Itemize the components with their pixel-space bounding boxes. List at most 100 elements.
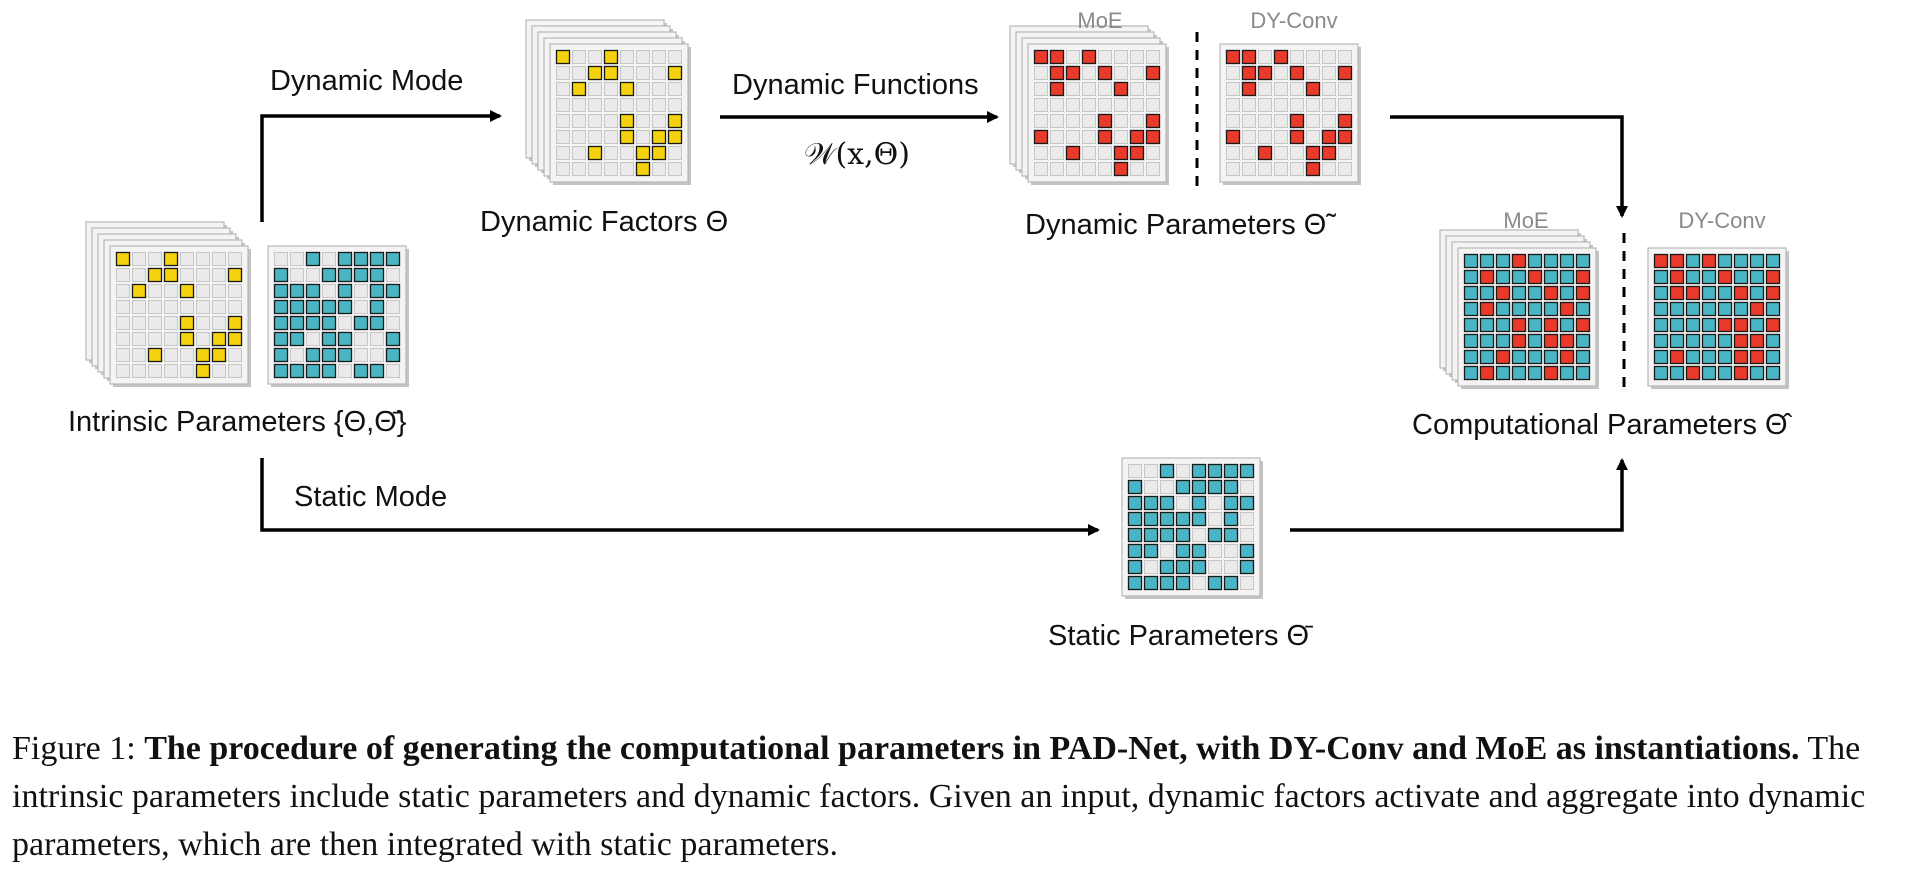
grid-cell bbox=[273, 315, 289, 331]
grid-cell bbox=[652, 82, 666, 96]
grid-cell bbox=[1208, 544, 1222, 558]
grid-cell bbox=[1559, 285, 1575, 301]
grid-cell bbox=[306, 268, 320, 282]
grid-cell bbox=[1082, 146, 1096, 160]
grid-cell bbox=[1159, 511, 1175, 527]
grid-cell bbox=[1226, 82, 1240, 96]
grid-cell bbox=[1669, 333, 1685, 349]
grid-cell bbox=[179, 283, 195, 299]
grid-cell bbox=[369, 283, 385, 299]
grid-cell bbox=[1223, 527, 1239, 543]
grid-cell bbox=[1749, 285, 1765, 301]
grid-cell bbox=[212, 268, 226, 282]
grid-cell bbox=[337, 331, 353, 347]
grid-cell bbox=[1322, 114, 1336, 128]
grid-cell bbox=[1127, 495, 1143, 511]
grid-cell bbox=[1306, 98, 1320, 112]
grid-cell bbox=[1034, 146, 1048, 160]
grid-cell bbox=[588, 82, 602, 96]
grid-cell bbox=[1669, 365, 1685, 381]
grid-cell bbox=[1175, 511, 1191, 527]
grid-cell bbox=[572, 146, 586, 160]
grid-cell bbox=[1701, 269, 1717, 285]
grid-cell bbox=[1717, 317, 1733, 333]
grid-cell bbox=[1145, 129, 1161, 145]
grid-cell bbox=[1495, 285, 1511, 301]
grid-cell bbox=[603, 65, 619, 81]
grid-cell bbox=[620, 66, 634, 80]
grid-cell bbox=[1098, 146, 1112, 160]
grid-cell bbox=[1207, 479, 1223, 495]
grid-cell bbox=[354, 332, 368, 346]
grid-cell bbox=[1701, 333, 1717, 349]
grid-cell bbox=[572, 50, 586, 64]
grid-cell bbox=[228, 252, 242, 266]
grid-cell bbox=[1066, 50, 1080, 64]
grid-cell bbox=[1733, 333, 1749, 349]
grid-cell bbox=[1765, 269, 1781, 285]
grid-cell bbox=[1146, 98, 1160, 112]
grid-cell bbox=[1207, 527, 1223, 543]
grid-cell bbox=[1130, 162, 1144, 176]
grid-cell bbox=[1239, 463, 1255, 479]
label-intrinsic-parameters: Intrinsic Parameters {Θ,Θ̄} bbox=[68, 406, 407, 438]
grid-cell bbox=[1733, 285, 1749, 301]
grid-cell bbox=[322, 284, 336, 298]
grid-cell bbox=[1114, 114, 1128, 128]
grid-cell bbox=[1653, 365, 1669, 381]
grid-cell bbox=[1050, 98, 1064, 112]
grid-cell bbox=[1098, 162, 1112, 176]
grid-cell bbox=[385, 331, 401, 347]
grid-cell bbox=[1559, 269, 1575, 285]
grid-cell bbox=[116, 332, 130, 346]
grid-cell bbox=[1463, 285, 1479, 301]
grid-cell bbox=[1146, 50, 1160, 64]
grid-cell bbox=[668, 50, 682, 64]
grid-cell bbox=[337, 299, 353, 315]
grid-cell bbox=[163, 267, 179, 283]
grid-cell bbox=[211, 347, 227, 363]
grid-cell bbox=[1145, 65, 1161, 81]
grid-cell bbox=[1669, 301, 1685, 317]
grid-static-params-front-frame bbox=[1121, 457, 1261, 597]
grid-cell bbox=[1128, 464, 1142, 478]
grid-cell bbox=[635, 145, 651, 161]
grid-cell bbox=[1479, 317, 1495, 333]
grid-cell bbox=[212, 316, 226, 330]
grid-cell bbox=[1240, 512, 1254, 526]
grid-cell bbox=[1049, 65, 1065, 81]
grid-dynamic-params-moe-stack-front-frame bbox=[1027, 43, 1167, 183]
grid-cell bbox=[1543, 349, 1559, 365]
grid-cell bbox=[1098, 98, 1112, 112]
grid-cell bbox=[1559, 253, 1575, 269]
grid-cell bbox=[1033, 129, 1049, 145]
grid-cell bbox=[1479, 349, 1495, 365]
grid-cell bbox=[1527, 333, 1543, 349]
grid-cell bbox=[556, 146, 570, 160]
grid-cell bbox=[620, 146, 634, 160]
grid-cell bbox=[1114, 50, 1128, 64]
grid-cell bbox=[1082, 98, 1096, 112]
grid-cell bbox=[1144, 480, 1158, 494]
grid-cell bbox=[1669, 269, 1685, 285]
grid-cell bbox=[1543, 285, 1559, 301]
grid-cell bbox=[321, 347, 337, 363]
caption-figure-label: Figure 1: bbox=[12, 730, 136, 767]
grid-cell bbox=[636, 50, 650, 64]
grid-cell bbox=[228, 348, 242, 362]
grid-cell bbox=[164, 284, 178, 298]
grid-cell bbox=[1223, 495, 1239, 511]
grid-cell bbox=[1527, 285, 1543, 301]
grid-cell bbox=[1242, 146, 1256, 160]
grid-cell bbox=[1208, 560, 1222, 574]
grid-cell bbox=[1050, 146, 1064, 160]
grid-cell bbox=[587, 145, 603, 161]
grid-cell bbox=[1241, 65, 1257, 81]
grid-cell bbox=[1749, 301, 1765, 317]
label-static-parameters: Static Parameters Θ̄ bbox=[1048, 620, 1313, 652]
grid-cell bbox=[1159, 495, 1175, 511]
grid-cell bbox=[1701, 285, 1717, 301]
grid-cell bbox=[1306, 50, 1320, 64]
grid-cell bbox=[1226, 146, 1240, 160]
grid-cell bbox=[1097, 65, 1113, 81]
